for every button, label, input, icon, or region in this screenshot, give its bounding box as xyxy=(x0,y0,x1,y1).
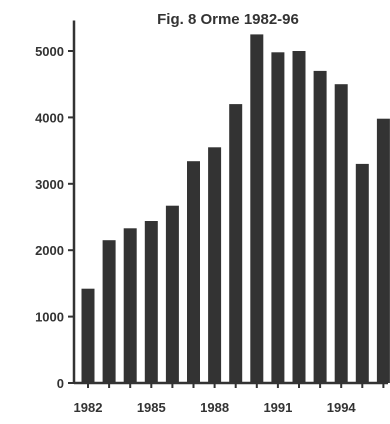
x-tick-label: 1985 xyxy=(137,400,166,415)
bar-1991 xyxy=(271,52,285,384)
bar-1982 xyxy=(81,288,95,383)
y-tick-label: 3000 xyxy=(35,177,64,192)
y-tick-label: 2000 xyxy=(35,243,64,258)
bar-1990 xyxy=(250,34,264,384)
chart-title: Fig. 8 Orme 1982-96 xyxy=(157,11,299,28)
bar-1985 xyxy=(144,221,158,383)
bar-1995 xyxy=(355,163,369,383)
bar-1992 xyxy=(292,51,306,383)
y-tick-label: 0 xyxy=(57,376,64,391)
bar-1988 xyxy=(208,147,222,383)
x-tick-label: 1991 xyxy=(263,400,292,415)
y-axis-ticks: 0 1000 2000 3000 4000 5000 xyxy=(35,44,74,391)
y-tick-label: 5000 xyxy=(35,44,64,59)
axes-group xyxy=(72,20,388,385)
bar-1987 xyxy=(187,161,200,383)
bar-1996 xyxy=(376,118,390,383)
bar-1994 xyxy=(334,84,348,383)
y-tick-label: 4000 xyxy=(35,110,64,125)
x-axis-ticks: 1982 1985 1988 1991 1994 xyxy=(74,383,385,415)
bars-group xyxy=(81,34,390,384)
bar-1993 xyxy=(313,70,327,384)
bar-1983 xyxy=(102,240,116,383)
x-tick-label: 1982 xyxy=(74,400,103,415)
y-tick-label: 1000 xyxy=(35,310,64,325)
bar-1986 xyxy=(165,205,179,383)
x-tick-label: 1988 xyxy=(200,400,229,415)
bar-1984 xyxy=(123,228,137,383)
x-tick-label: 1994 xyxy=(327,400,357,415)
bar-1989 xyxy=(229,104,243,383)
